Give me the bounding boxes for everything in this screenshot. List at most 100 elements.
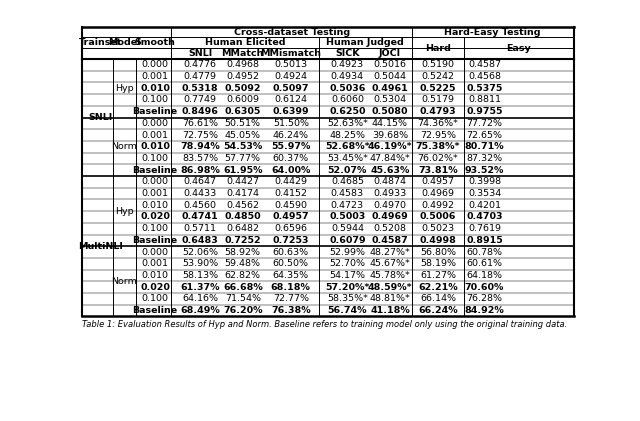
Text: 53.45%*: 53.45%*: [327, 154, 368, 163]
Text: 60.37%: 60.37%: [273, 154, 309, 163]
Text: 52.07%: 52.07%: [328, 166, 367, 175]
Text: 59.48%: 59.48%: [225, 259, 260, 268]
Text: 0.4741: 0.4741: [182, 213, 218, 221]
Text: 83.57%: 83.57%: [182, 154, 218, 163]
Text: 0.4924: 0.4924: [275, 72, 307, 81]
Text: 0.7749: 0.7749: [184, 96, 216, 104]
Text: 86.98%: 86.98%: [180, 166, 220, 175]
Text: 0.5023: 0.5023: [422, 224, 454, 233]
Text: 71.54%: 71.54%: [225, 294, 260, 304]
Text: 0.4429: 0.4429: [275, 177, 307, 187]
Text: Hard: Hard: [425, 44, 451, 53]
Text: 0.6596: 0.6596: [275, 224, 307, 233]
Text: 0.4957: 0.4957: [422, 177, 454, 187]
Text: 0.5225: 0.5225: [420, 84, 456, 93]
Text: 48.25%: 48.25%: [330, 131, 365, 140]
Text: 0.001: 0.001: [141, 131, 169, 140]
Text: 70.60%: 70.60%: [465, 283, 504, 292]
Text: 0.4998: 0.4998: [420, 236, 456, 245]
Text: 66.24%: 66.24%: [418, 306, 458, 315]
Text: 0.7253: 0.7253: [273, 236, 309, 245]
Text: SICK: SICK: [335, 49, 360, 58]
Text: 0.4174: 0.4174: [227, 189, 259, 198]
Text: 0.5016: 0.5016: [374, 60, 406, 69]
Text: 0.000: 0.000: [141, 177, 169, 187]
Text: 64.18%: 64.18%: [467, 271, 502, 280]
Text: 0.4961: 0.4961: [372, 84, 408, 93]
Text: 0.4201: 0.4201: [468, 201, 501, 210]
Text: SNLI: SNLI: [188, 49, 212, 58]
Text: MMatch: MMatch: [221, 49, 264, 58]
Text: 0.4590: 0.4590: [275, 201, 307, 210]
Text: 0.4793: 0.4793: [420, 107, 456, 116]
Text: 0.5375: 0.5375: [467, 84, 503, 93]
Text: 45.63%: 45.63%: [371, 166, 410, 175]
Text: 0.6305: 0.6305: [225, 107, 261, 116]
Text: 0.4427: 0.4427: [227, 177, 259, 187]
Text: 0.4560: 0.4560: [184, 201, 216, 210]
Text: 0.4776: 0.4776: [184, 60, 216, 69]
Text: Cross-dataset Testing: Cross-dataset Testing: [234, 27, 349, 37]
Text: 0.6399: 0.6399: [273, 107, 309, 116]
Text: 0.5944: 0.5944: [331, 224, 364, 233]
Text: 72.95%: 72.95%: [420, 131, 456, 140]
Text: 0.6482: 0.6482: [227, 224, 259, 233]
Text: 68.49%: 68.49%: [180, 306, 220, 315]
Text: 0.4850: 0.4850: [225, 213, 261, 221]
Text: 54.17%: 54.17%: [330, 271, 365, 280]
Text: SNLI: SNLI: [89, 113, 113, 122]
Text: 80.71%: 80.71%: [465, 142, 504, 151]
Text: 39.68%: 39.68%: [372, 131, 408, 140]
Text: 60.61%: 60.61%: [467, 259, 502, 268]
Text: 58.92%: 58.92%: [225, 248, 260, 257]
Text: 56.80%: 56.80%: [420, 248, 456, 257]
Text: 72.77%: 72.77%: [273, 294, 309, 304]
Text: 0.4647: 0.4647: [184, 177, 216, 187]
Text: 61.95%: 61.95%: [223, 166, 262, 175]
Text: 76.38%: 76.38%: [271, 306, 310, 315]
Text: 0.4723: 0.4723: [331, 201, 364, 210]
Text: 0.4433: 0.4433: [184, 189, 217, 198]
Text: 0.000: 0.000: [141, 248, 169, 257]
Text: Smooth: Smooth: [135, 38, 175, 47]
Text: 0.100: 0.100: [141, 224, 169, 233]
Text: 0.001: 0.001: [141, 259, 169, 268]
Text: Norm: Norm: [111, 277, 137, 286]
Text: Human Elicited: Human Elicited: [205, 38, 285, 47]
Text: Table 1: Evaluation Results of Hyp and Norm. Baseline refers to training model o: Table 1: Evaluation Results of Hyp and N…: [83, 320, 568, 328]
Text: 0.5003: 0.5003: [329, 213, 365, 221]
Text: 68.18%: 68.18%: [271, 283, 311, 292]
Text: 0.001: 0.001: [141, 72, 169, 81]
Text: 0.4152: 0.4152: [275, 189, 307, 198]
Text: Baseline: Baseline: [132, 107, 178, 116]
Text: 0.4969: 0.4969: [422, 189, 454, 198]
Text: 57.20%*: 57.20%*: [325, 283, 369, 292]
Text: 0.4874: 0.4874: [374, 177, 406, 187]
Text: 0.001: 0.001: [141, 189, 169, 198]
Text: 0.100: 0.100: [141, 154, 169, 163]
Text: 72.65%: 72.65%: [467, 131, 502, 140]
Text: 48.81%*: 48.81%*: [370, 294, 410, 304]
Text: 0.4583: 0.4583: [331, 189, 364, 198]
Text: 64.00%: 64.00%: [271, 166, 310, 175]
Text: JOCI: JOCI: [379, 49, 401, 58]
Text: 44.15%: 44.15%: [372, 119, 408, 128]
Text: 0.6124: 0.6124: [275, 96, 307, 104]
Text: 0.4934: 0.4934: [331, 72, 364, 81]
Text: 0.4952: 0.4952: [227, 72, 259, 81]
Text: 0.3534: 0.3534: [468, 189, 501, 198]
Text: 0.010: 0.010: [140, 84, 170, 93]
Text: 87.32%: 87.32%: [467, 154, 502, 163]
Text: 0.000: 0.000: [141, 60, 169, 69]
Text: 52.63%*: 52.63%*: [327, 119, 368, 128]
Text: 0.020: 0.020: [140, 213, 170, 221]
Text: 0.010: 0.010: [141, 201, 169, 210]
Text: Trainset: Trainset: [79, 38, 123, 47]
Text: 0.4970: 0.4970: [374, 201, 406, 210]
Text: 41.18%: 41.18%: [370, 306, 410, 315]
Text: 0.010: 0.010: [140, 142, 170, 151]
Text: 0.4779: 0.4779: [184, 72, 216, 81]
Text: 0.4685: 0.4685: [331, 177, 364, 187]
Text: 0.5044: 0.5044: [374, 72, 406, 81]
Text: 0.8915: 0.8915: [466, 236, 503, 245]
